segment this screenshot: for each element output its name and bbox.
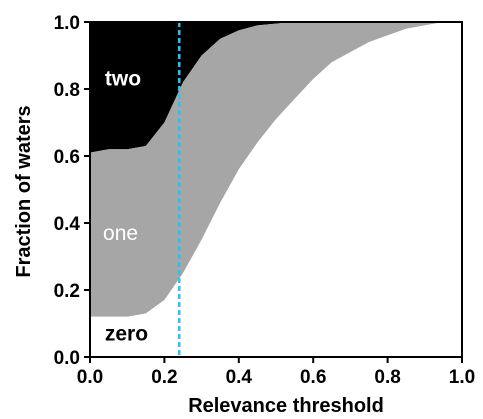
x-tick-label: 0.8 [374, 367, 400, 388]
area-two [90, 22, 462, 153]
plot-area: two one zero [90, 22, 462, 357]
region-label-one: one [103, 222, 138, 245]
region-label-two: two [105, 68, 141, 91]
x-tick-label: 0.2 [151, 367, 177, 388]
x-axis-title: Relevance threshold [188, 395, 384, 417]
y-tick-label: 0.0 [54, 348, 80, 369]
y-tick-label: 0.2 [54, 281, 80, 302]
x-tick-label: 1.0 [449, 367, 475, 388]
x-tick-label: 0.0 [77, 367, 103, 388]
y-tick-label: 1.0 [54, 13, 80, 34]
y-tick-label: 0.4 [54, 214, 81, 235]
x-tick-label: 0.6 [300, 367, 326, 388]
area-one [90, 22, 462, 317]
y-tick-label: 0.8 [54, 80, 80, 101]
y-axis-title: Fraction of waters [13, 105, 35, 277]
y-tick-label: 0.6 [54, 147, 80, 168]
x-tick-label: 0.4 [226, 367, 253, 388]
plot-frame [89, 21, 463, 358]
region-label-zero: zero [105, 322, 148, 345]
x-axis: 0.0 0.2 0.4 0.6 0.8 1.0 [77, 357, 475, 388]
y-axis: 0.0 0.2 0.4 0.6 0.8 1.0 [54, 13, 90, 369]
area-zero [90, 22, 462, 357]
